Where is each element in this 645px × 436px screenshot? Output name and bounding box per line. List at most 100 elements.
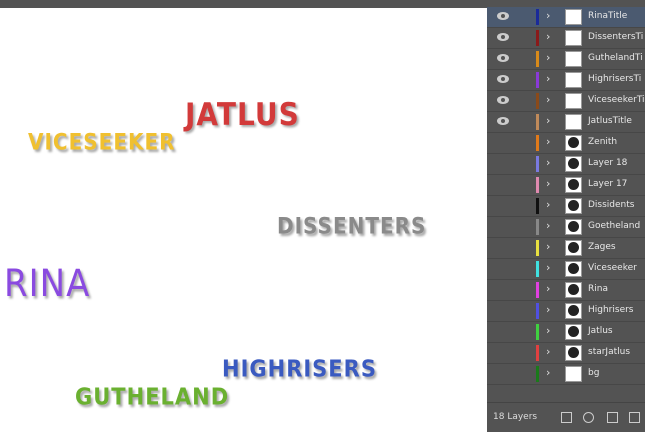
layer-name: Highrisers [588, 305, 634, 315]
visibility-toggle[interactable] [497, 33, 509, 41]
layer-color [536, 156, 539, 172]
layer-row[interactable]: › Layer 17 [487, 175, 645, 196]
layer-color [536, 30, 539, 46]
layer-thumbnail [565, 177, 582, 193]
layer-color [536, 240, 539, 256]
layer-thumbnail [565, 303, 582, 319]
layer-row[interactable]: › Layer 18 [487, 154, 645, 175]
layer-thumbnail [565, 114, 582, 130]
layer-name: Rina [588, 284, 608, 294]
layer-row[interactable]: › Rina [487, 280, 645, 301]
art-text: JATLUS [185, 96, 300, 133]
layer-row[interactable]: › Jatlus [487, 322, 645, 343]
expand-toggle[interactable]: › [546, 9, 551, 22]
layer-name: Jatlus [588, 326, 613, 336]
visibility-toggle[interactable] [497, 117, 509, 125]
search-icon[interactable] [583, 412, 594, 423]
expand-toggle[interactable]: › [546, 135, 551, 148]
layer-row[interactable]: › RinaTitle [487, 7, 645, 28]
panel-footer: 18 Layers [487, 402, 645, 432]
layers-panel: 18 Layers › RinaTitle › DissentersTi › Guthel… [487, 0, 645, 432]
layer-row[interactable]: › Goetheland [487, 217, 645, 238]
layer-name: Goetheland [588, 221, 641, 231]
expand-toggle[interactable]: › [546, 366, 551, 379]
export-icon[interactable] [561, 412, 572, 423]
layer-thumbnail [565, 219, 582, 235]
layer-color [536, 198, 539, 214]
layer-color [536, 366, 539, 382]
expand-toggle[interactable]: › [546, 51, 551, 64]
expand-toggle[interactable]: › [546, 282, 551, 295]
expand-toggle[interactable]: › [546, 156, 551, 169]
visibility-toggle[interactable] [497, 75, 509, 83]
layer-thumbnail [565, 156, 582, 172]
layer-color [536, 282, 539, 298]
layer-color [536, 114, 539, 130]
layer-thumbnail [565, 240, 582, 256]
layer-row[interactable]: › GuthelandTi [487, 49, 645, 70]
layer-thumbnail [565, 30, 582, 46]
layer-count: 18 Layers [493, 412, 538, 422]
layer-name: Zages [588, 242, 616, 252]
expand-toggle[interactable]: › [546, 93, 551, 106]
expand-toggle[interactable]: › [546, 303, 551, 316]
layer-thumbnail [565, 366, 582, 382]
art-text: RINA [4, 262, 91, 306]
layer-row[interactable]: › Zages [487, 238, 645, 259]
expand-toggle[interactable]: › [546, 114, 551, 127]
layer-thumbnail [565, 72, 582, 88]
expand-toggle[interactable]: › [546, 177, 551, 190]
layer-row[interactable]: › HighrisersTi [487, 70, 645, 91]
layer-row[interactable]: › DissentersTi [487, 28, 645, 49]
art-text: GUTHELAND [75, 383, 230, 411]
layer-name: Layer 17 [588, 179, 628, 189]
layer-thumbnail [565, 261, 582, 277]
layer-row[interactable]: › JatlusTitle [487, 112, 645, 133]
layer-color [536, 219, 539, 235]
layer-row[interactable]: › Zenith [487, 133, 645, 154]
layer-name: DissentersTi [588, 32, 644, 42]
expand-toggle[interactable]: › [546, 345, 551, 358]
expand-toggle[interactable]: › [546, 198, 551, 211]
layer-name: HighrisersTi [588, 74, 642, 84]
layer-color [536, 324, 539, 340]
expand-toggle[interactable]: › [546, 261, 551, 274]
layer-name: Dissidents [588, 200, 635, 210]
layer-thumbnail [565, 9, 582, 25]
new-layer-icon[interactable] [607, 412, 618, 423]
more-icon[interactable] [629, 412, 640, 423]
visibility-toggle[interactable] [497, 54, 509, 62]
layer-color [536, 72, 539, 88]
expand-toggle[interactable]: › [546, 72, 551, 85]
layer-row[interactable]: › starJatlus [487, 343, 645, 364]
layer-color [536, 345, 539, 361]
layer-row[interactable]: › bg [487, 364, 645, 385]
layer-thumbnail [565, 93, 582, 109]
expand-toggle[interactable]: › [546, 324, 551, 337]
layer-row[interactable]: › ViceseekerTi [487, 91, 645, 112]
visibility-toggle[interactable] [497, 12, 509, 20]
layer-name: Zenith [588, 137, 618, 147]
top-bar [0, 0, 487, 8]
expand-toggle[interactable]: › [546, 240, 551, 253]
layer-name: Viceseeker [588, 263, 637, 273]
expand-toggle[interactable]: › [546, 30, 551, 43]
layer-row[interactable]: › Dissidents [487, 196, 645, 217]
expand-toggle[interactable]: › [546, 219, 551, 232]
layer-row[interactable]: › Highrisers [487, 301, 645, 322]
layer-name: JatlusTitle [588, 116, 632, 126]
layer-row[interactable]: › Viceseeker [487, 259, 645, 280]
layer-thumbnail [565, 345, 582, 361]
layer-name: ViceseekerTi [588, 95, 645, 105]
layer-color [536, 177, 539, 193]
art-text: DISSENTERS [277, 212, 427, 240]
layer-color [536, 135, 539, 151]
layer-color [536, 51, 539, 67]
layer-color [536, 93, 539, 109]
layer-name: starJatlus [588, 347, 631, 357]
layer-name: bg [588, 368, 600, 378]
visibility-toggle[interactable] [497, 96, 509, 104]
layer-name: GuthelandTi [588, 53, 643, 63]
layer-thumbnail [565, 198, 582, 214]
